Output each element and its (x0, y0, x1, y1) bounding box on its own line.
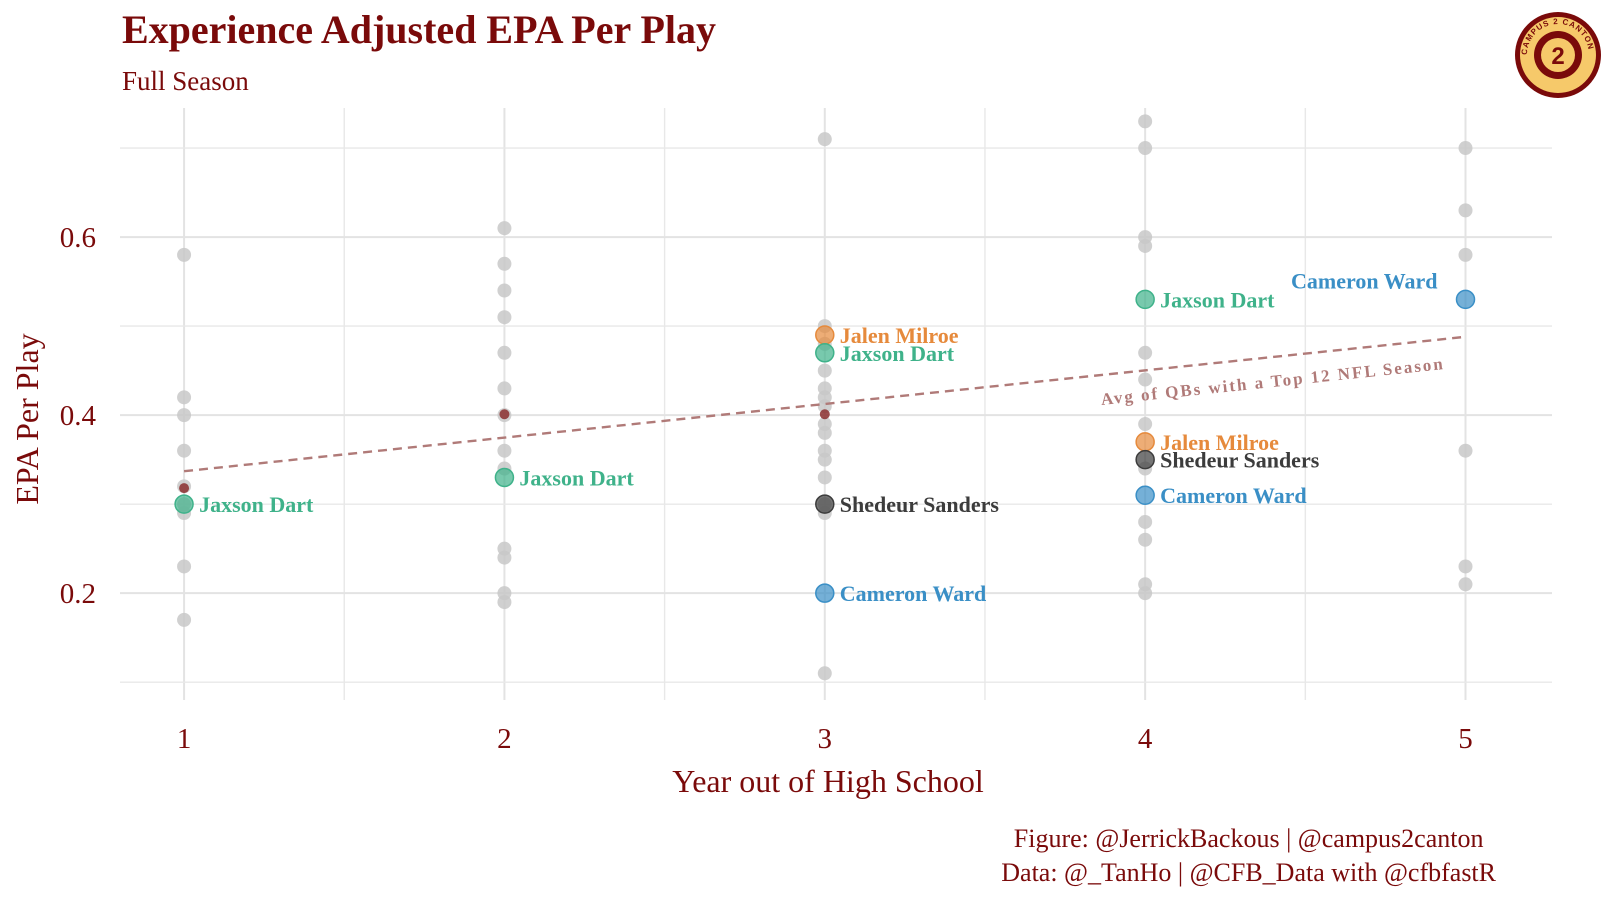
x-tick-label: 2 (497, 723, 512, 755)
highlighted-point (1135, 432, 1155, 452)
background-point (177, 408, 192, 423)
player-label: Cameron Ward (1291, 268, 1437, 293)
y-tick-label: 0.2 (60, 578, 96, 610)
average-point (499, 409, 510, 420)
highlighted-point (494, 467, 515, 488)
y-axis-title: EPA Per Play (9, 333, 45, 504)
highlighted-point (815, 325, 835, 345)
background-point (1138, 514, 1153, 529)
player-label: Jalen Milroe (1160, 430, 1279, 455)
x-tick-label: 3 (818, 723, 833, 755)
background-point (497, 256, 512, 271)
background-point (497, 221, 512, 236)
background-point (817, 470, 832, 485)
background-point (1138, 345, 1153, 360)
background-point (177, 443, 192, 458)
background-point (1458, 443, 1473, 458)
axis-ticks: 1 2 3 4 5 0.2 0.4 0.6 (60, 222, 1473, 755)
background-point (497, 595, 512, 610)
highlighted-point (1455, 289, 1476, 310)
background-point (1138, 372, 1153, 387)
background-point (1138, 114, 1153, 129)
x-axis-title: Year out of High School (672, 763, 984, 799)
background-point (497, 550, 512, 565)
highlighted-point (1135, 485, 1155, 505)
background-points (177, 114, 1473, 681)
background-point (817, 666, 832, 681)
svg-text:2: 2 (1551, 43, 1564, 70)
y-tick-label: 0.6 (60, 222, 96, 254)
background-point (1458, 203, 1473, 218)
background-point (497, 345, 512, 360)
chart-subtitle: Full Season (122, 66, 249, 96)
background-point (497, 381, 512, 396)
player-label: Jaxson Dart (199, 492, 314, 517)
player-label: Jalen Milroe (840, 323, 959, 348)
background-point (1138, 141, 1153, 156)
average-points (179, 409, 830, 494)
campus2canton-logo: 2 CAMPUS 2 CANTON (1515, 12, 1601, 98)
caption: Figure: @JerrickBackous | @campus2canton… (1001, 822, 1496, 890)
background-point (1138, 417, 1153, 432)
x-tick-label: 5 (1458, 723, 1473, 755)
background-point (1458, 577, 1473, 592)
background-point (497, 310, 512, 325)
highlighted-point (174, 494, 194, 514)
background-point (177, 390, 192, 405)
background-point (497, 283, 512, 298)
background-point (1458, 559, 1473, 574)
background-point (817, 452, 832, 467)
highlighted-point (815, 583, 835, 603)
background-point (1458, 247, 1473, 262)
player-label: Jaxson Dart (1160, 287, 1275, 312)
player-label: Shedeur Sanders (1160, 448, 1320, 473)
player-label: Jaxson Dart (840, 341, 955, 366)
player-label: Cameron Ward (1160, 483, 1306, 508)
player-label: Shedeur Sanders (840, 492, 1000, 517)
background-point (1138, 586, 1153, 601)
background-point (817, 132, 832, 147)
highlighted-point (815, 494, 835, 514)
average-point (179, 483, 190, 494)
background-point (177, 612, 192, 627)
grid-lines (120, 108, 1552, 700)
highlighted-point (1135, 449, 1155, 470)
background-point (817, 425, 832, 440)
caption-data-credit: Data: @_TanHo | @CFB_Data with @cfbfastR (1001, 858, 1496, 887)
background-point (1458, 141, 1473, 156)
average-point (819, 409, 830, 420)
background-point (177, 559, 192, 574)
trend-line (183, 335, 1466, 473)
x-tick-label: 4 (1138, 723, 1153, 755)
chart-title: Experience Adjusted EPA Per Play (122, 7, 717, 52)
background-point (497, 443, 512, 458)
x-tick-label: 1 (177, 723, 192, 755)
background-point (1138, 532, 1153, 547)
player-label: Cameron Ward (840, 581, 986, 606)
highlighted-point (815, 343, 835, 363)
background-point (817, 363, 832, 378)
background-point (177, 247, 192, 262)
highlighted-point (1135, 289, 1155, 310)
y-tick-label: 0.4 (60, 400, 97, 432)
player-label: Jaxson Dart (519, 465, 634, 490)
caption-figure-credit: Figure: @JerrickBackous | @campus2canton (1013, 824, 1484, 853)
background-point (1138, 238, 1153, 253)
